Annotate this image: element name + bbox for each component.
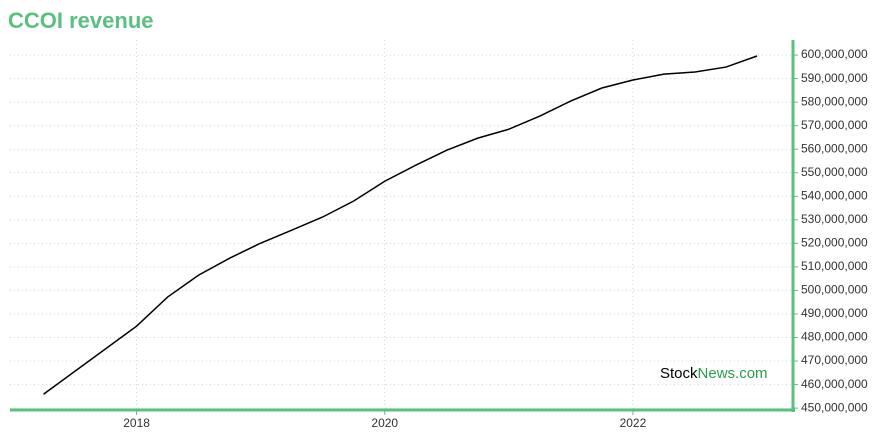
y-tick-label: 570,000,000 bbox=[801, 118, 868, 132]
y-tick-label: 490,000,000 bbox=[801, 306, 868, 320]
line-series bbox=[43, 55, 758, 395]
x-tick-label: 2022 bbox=[620, 416, 647, 430]
y-tick-label: 480,000,000 bbox=[801, 330, 868, 344]
y-tick-label: 500,000,000 bbox=[801, 283, 868, 297]
y-tick-label: 600,000,000 bbox=[801, 47, 868, 61]
y-tick-label: 510,000,000 bbox=[801, 259, 868, 273]
y-tick-label: 470,000,000 bbox=[801, 353, 868, 367]
chart-title: CCOI revenue bbox=[8, 8, 154, 33]
watermark-part: Stock bbox=[660, 365, 698, 382]
y-tick-label: 460,000,000 bbox=[801, 377, 868, 391]
watermark: StockNews.com bbox=[660, 365, 768, 382]
y-tick-label: 540,000,000 bbox=[801, 188, 868, 202]
y-tick-label: 580,000,000 bbox=[801, 94, 868, 108]
watermark-part: News.com bbox=[698, 365, 768, 382]
y-tick-label: 520,000,000 bbox=[801, 236, 868, 250]
x-tick-label: 2018 bbox=[123, 416, 150, 430]
y-tick-label: 560,000,000 bbox=[801, 141, 868, 155]
y-tick-label: 550,000,000 bbox=[801, 165, 868, 179]
y-tick-label: 530,000,000 bbox=[801, 212, 868, 226]
y-tick-label: 590,000,000 bbox=[801, 71, 868, 85]
y-tick-label: 450,000,000 bbox=[801, 400, 868, 414]
x-tick-label: 2020 bbox=[371, 416, 398, 430]
